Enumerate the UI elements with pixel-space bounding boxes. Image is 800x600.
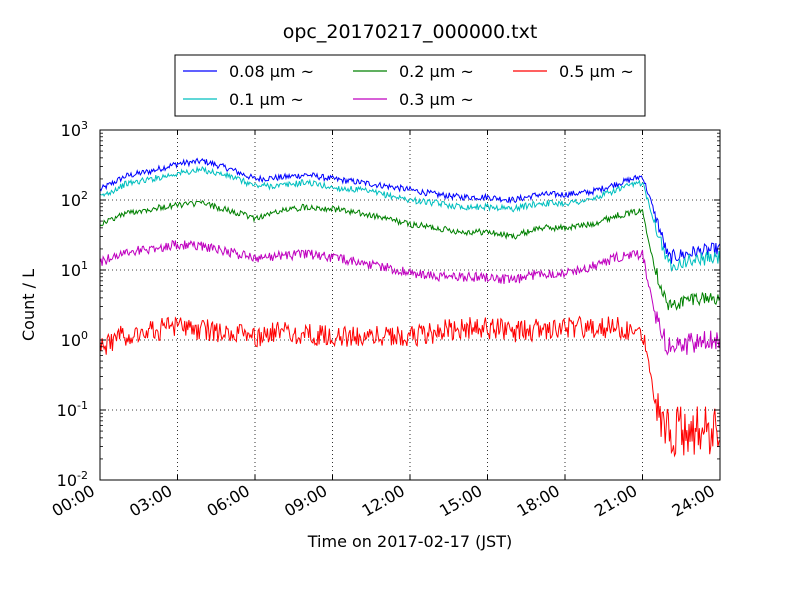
y-tick-label: 102 (61, 189, 88, 210)
y-axis-label: Count / L (19, 269, 38, 341)
grid (100, 130, 720, 480)
legend-label: 0.3 μm ~ (399, 90, 474, 109)
legend-label: 0.08 μm ~ (229, 62, 314, 81)
plot-series (99, 157, 721, 458)
legend: 0.08 μm ~ 0.1 μm ~ 0.2 μm ~ 0.3 μm ~ 0.5 μm … (174, 54, 646, 117)
y-tick-label: 10-2 (57, 469, 88, 490)
chart-title: opc_20170217_000000.txt (283, 21, 538, 43)
y-tick-label: 101 (61, 259, 88, 280)
y-tick-label: 10-1 (57, 399, 88, 420)
x-axis-label: Time on 2017-02-17 (JST) (307, 532, 512, 551)
legend-label: 0.1 μm ~ (229, 90, 304, 109)
y-axis-ticks: 10-2 10-1 100 101 102 103 (57, 119, 720, 490)
series-line (99, 239, 721, 356)
legend-box (174, 54, 646, 117)
series-line (99, 157, 721, 264)
y-tick-label: 103 (61, 119, 88, 140)
series-line (99, 315, 721, 458)
legend-label: 0.5 μm ~ (559, 62, 634, 81)
series-line (99, 165, 721, 273)
series-line (99, 200, 721, 311)
legend-label: 0.2 μm ~ (399, 62, 474, 81)
y-tick-label: 100 (61, 329, 88, 350)
